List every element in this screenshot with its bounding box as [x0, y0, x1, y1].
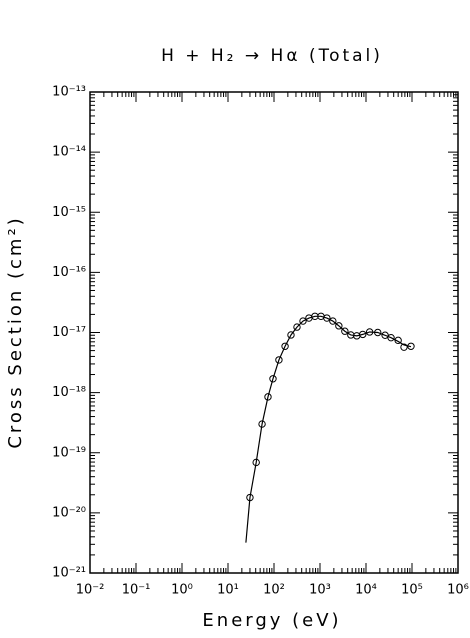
data-point — [359, 330, 367, 339]
chart-title: H + H₂ → Hα (Total) — [161, 46, 383, 66]
data-point — [299, 317, 307, 325]
data-point — [323, 314, 331, 322]
data-point — [341, 327, 349, 335]
x-tick-label: 10⁵ — [401, 583, 423, 598]
y-tick-label: 10⁻¹⁴ — [52, 145, 86, 160]
y-axis-label: Cross Section (cm²) — [5, 215, 26, 448]
data-point — [293, 323, 301, 331]
data-point — [275, 356, 283, 364]
y-tick-label: 10⁻¹⁵ — [52, 205, 86, 220]
x-tick-label: 10⁴ — [355, 583, 377, 598]
y-tick-label: 10⁻¹³ — [52, 85, 86, 100]
y-tick-label: 10⁻¹⁹ — [52, 445, 86, 460]
x-tick-label: 10⁶ — [447, 583, 469, 598]
data-point — [400, 343, 408, 351]
data-point — [281, 342, 289, 350]
y-tick-label: 10⁻¹⁷ — [52, 325, 86, 340]
data-line — [245, 315, 412, 543]
x-tick-label: 10⁻¹ — [122, 583, 151, 598]
data-point — [269, 375, 277, 383]
y-tick-label: 10⁻¹⁸ — [52, 385, 86, 400]
y-tick-label: 10⁻¹⁶ — [52, 265, 86, 280]
x-tick-label: 10² — [263, 583, 285, 598]
y-tick-label: 10⁻²¹ — [52, 566, 86, 581]
x-tick-label: 10⁰ — [171, 583, 193, 598]
data-point — [387, 333, 395, 342]
plot-frame — [89, 91, 459, 574]
x-tick-label: 10¹ — [217, 583, 239, 598]
data-point — [264, 393, 272, 401]
y-tick-label: 10⁻²⁰ — [52, 505, 86, 520]
x-tick-label: 10⁻² — [76, 583, 105, 598]
data-point — [335, 322, 343, 330]
data-point — [329, 317, 337, 325]
data-point — [287, 331, 295, 339]
x-tick-label: 10³ — [309, 583, 331, 598]
x-axis-label: Energy (eV) — [202, 610, 341, 631]
